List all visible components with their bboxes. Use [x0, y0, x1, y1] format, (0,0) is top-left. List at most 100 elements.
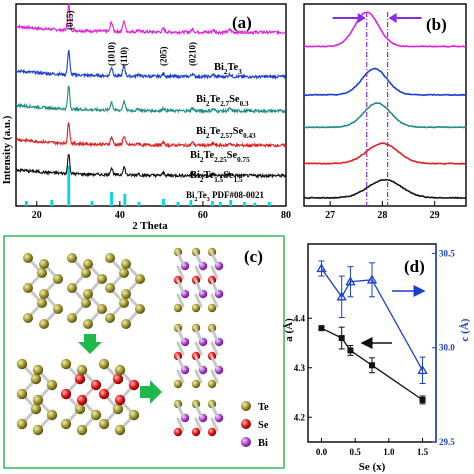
bond: [176, 403, 185, 418]
bond: [176, 279, 185, 294]
bond: [194, 265, 203, 280]
te-atom: [90, 409, 102, 421]
d-point-c-1: [336, 291, 347, 301]
te-atom: [83, 319, 93, 329]
bond: [210, 279, 219, 294]
panel-b-x-ticks: 27 28 29: [325, 201, 440, 221]
xrd-trace-0: [15, 3, 287, 36]
d-point-a-2: [347, 347, 354, 354]
te-atom: [81, 298, 91, 308]
te-atom: [105, 313, 115, 323]
te-atom: [39, 319, 49, 329]
te-atom: [83, 289, 93, 299]
panel-a-x-ticks: 20 40 60 80: [32, 201, 291, 221]
reference-stick-14: [253, 202, 257, 206]
panel-a-label: (a): [232, 13, 252, 32]
reference-stick-7: [162, 198, 165, 206]
d-x-tick-label-2: 1.0: [383, 447, 395, 457]
te-atom: [53, 304, 63, 314]
peak-label-3: (205): [158, 47, 168, 67]
green-arrow-right: [140, 380, 162, 404]
panel-a-traces: [15, 3, 287, 179]
peak-trace-0: [303, 11, 467, 48]
bond: [176, 341, 185, 356]
bond: [194, 279, 203, 294]
d-point-a-0: [318, 325, 325, 332]
panel-d-content: 0.0 0.5 1.0 1.5 4.2 4.3 4.4 29.5 30.0 30.5: [294, 244, 455, 457]
bond: [176, 369, 185, 384]
se-atom: [207, 427, 217, 437]
bond: [194, 341, 203, 356]
panel-b-traces: [303, 11, 467, 200]
d-right-tick-label-2: 30.5: [439, 248, 455, 258]
te-atom: [173, 379, 183, 389]
te-atom: [83, 259, 93, 269]
bond: [176, 417, 185, 432]
se-atom: [191, 427, 201, 437]
bond: [210, 293, 219, 308]
d-x-tick-label-1: 0.5: [350, 447, 362, 457]
peak-trace-2: [303, 102, 467, 129]
series-label-2: Bi2Te2.57Se0.43: [196, 126, 256, 140]
a-tick-label-2: 60: [198, 210, 208, 221]
legend-swatch-bi: [241, 437, 251, 447]
se-atom: [76, 394, 88, 406]
a-tick-label-0: 20: [32, 210, 42, 221]
reference-label: Bi2Te3 PDF#08-0021: [186, 190, 265, 203]
panel-d-label: (d): [404, 257, 425, 276]
reference-stick-9: [189, 199, 193, 206]
shift-arrowhead-right: [388, 13, 397, 23]
te-atom: [60, 418, 72, 430]
panel-a-y-axis-label: Intensity (a.u.): [1, 115, 13, 184]
se-atom: [90, 379, 102, 391]
te-atom: [30, 373, 42, 385]
te-atom: [121, 259, 131, 269]
d-x-tick-label-0: 0.0: [316, 447, 328, 457]
d-point-a-4: [419, 396, 426, 403]
te-atom: [32, 394, 44, 406]
se-atom: [74, 373, 86, 385]
b-tick-label-1: 28: [377, 210, 387, 221]
peak-label-4: (0210): [188, 42, 198, 66]
panel-d-x-axis-label: Se (x): [359, 461, 386, 473]
te-atom: [39, 289, 49, 299]
te-atom: [128, 409, 140, 421]
reference-stick-8: [176, 201, 180, 206]
legend-label-se: Se: [258, 420, 269, 431]
se-atom: [60, 388, 72, 400]
te-atom: [97, 274, 107, 284]
te-atom: [46, 379, 58, 391]
te-atom: [135, 274, 145, 284]
peak-trace-1: [304, 67, 467, 97]
bond: [210, 265, 219, 280]
te-atom: [119, 268, 129, 278]
te-atom: [74, 403, 86, 415]
bond: [176, 327, 185, 342]
d-left-tick-label-0: 4.2: [294, 412, 306, 422]
panel-c: Te Se Bi (c): [3, 235, 285, 469]
te-atom: [76, 364, 88, 376]
te-atom: [67, 253, 77, 263]
d-right-tick-label-0: 29.5: [439, 437, 455, 447]
te-atom: [16, 388, 28, 400]
xrd-trace-3: [15, 122, 287, 149]
te-atom: [67, 313, 77, 323]
reference-stick-4: [110, 191, 113, 206]
d-left-tick-label-2: 4.4: [294, 313, 306, 323]
te-atom: [23, 253, 33, 263]
b-tick-label-0: 27: [325, 210, 335, 221]
te-atom: [32, 424, 44, 436]
d-left-tick-label-1: 4.3: [294, 363, 306, 373]
reference-stick-6: [137, 201, 141, 206]
bond: [210, 355, 219, 370]
peak-label-0: (015): [65, 11, 75, 31]
xrd-trace-4: [15, 154, 287, 179]
bond: [210, 417, 219, 432]
panel-b-frame: [303, 3, 467, 207]
te-atom: [32, 364, 44, 376]
te-atom: [135, 304, 145, 314]
bond: [194, 369, 203, 384]
d-right-tick-label-1: 30.0: [439, 343, 455, 353]
panel-d: 0.0 0.5 1.0 1.5 4.2 4.3 4.4 29.5 30.0 30.5 (d) Se…: [283, 243, 471, 473]
bond: [176, 251, 185, 266]
